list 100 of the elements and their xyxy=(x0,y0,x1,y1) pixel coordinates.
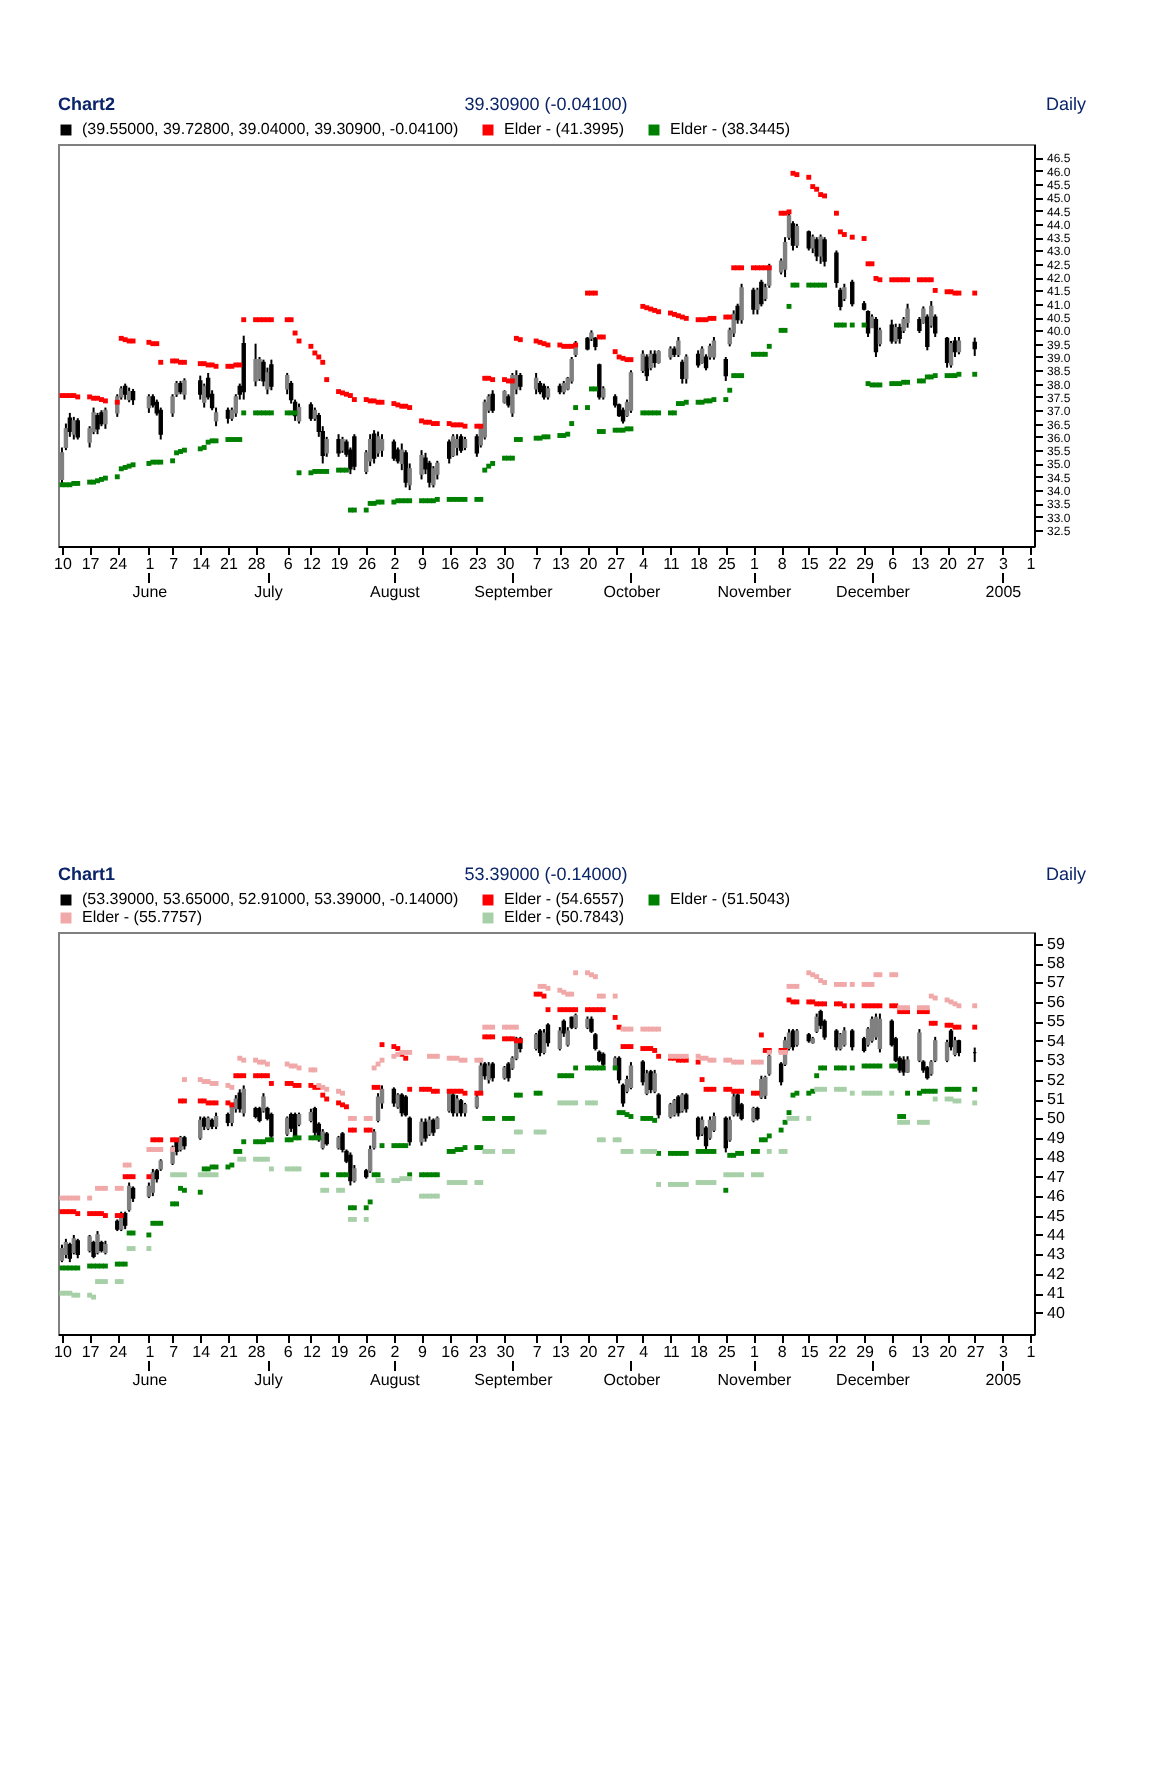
y-tick-label: 50 xyxy=(1047,1109,1066,1128)
x-tick-label: 15 xyxy=(800,555,820,573)
x-tick-label: 26 xyxy=(358,555,378,573)
x2-tick-label: 2005 xyxy=(985,583,1023,601)
y-tick-label: 58 xyxy=(1047,954,1066,973)
x2-tick-label: December xyxy=(836,1371,911,1389)
candlestick xyxy=(814,236,819,263)
candlestick xyxy=(948,340,954,369)
y-tick-label: 53 xyxy=(1047,1051,1066,1070)
candlestick xyxy=(893,322,898,345)
candlestick xyxy=(628,1061,634,1091)
x2-tick-label: October xyxy=(603,583,662,601)
legend-label: (39.55000, 39.72800, 39.04000, 39.30900, -0.04100) xyxy=(82,120,459,138)
y-tick-label: 54 xyxy=(1047,1031,1066,1050)
x-tick-label: 6 xyxy=(283,1343,294,1361)
candlestick xyxy=(198,374,203,401)
legend-label: Elder - (51.5043) xyxy=(670,890,791,908)
candlestick xyxy=(446,438,452,465)
candlestick xyxy=(403,449,408,489)
y-tick-label: 47 xyxy=(1047,1167,1066,1186)
chart-subtitle: 39.30900 (-0.04100) xyxy=(464,94,628,114)
candlestick xyxy=(759,1074,764,1101)
x-tick-label: 17 xyxy=(81,1343,101,1361)
x-tick-label: 3 xyxy=(998,555,1009,573)
candlestick xyxy=(419,1117,424,1147)
candlestick xyxy=(759,278,764,308)
x-tick-label: 1 xyxy=(1026,555,1037,573)
candlestick xyxy=(241,1084,246,1118)
candlestick xyxy=(656,1092,661,1120)
y-tick-label: 45 xyxy=(1047,1206,1066,1225)
candlestick xyxy=(850,278,855,308)
x-tick-label: 2 xyxy=(390,555,401,573)
candlestick xyxy=(739,282,744,325)
candlestick xyxy=(731,1092,736,1118)
candlestick xyxy=(506,1061,511,1083)
candlestick xyxy=(842,1026,847,1048)
candlestick xyxy=(695,1115,701,1141)
x-tick-label: 20 xyxy=(579,555,599,573)
x-tick-label: 8 xyxy=(777,1343,788,1361)
legend-label: Elder - (50.7843) xyxy=(504,908,625,926)
x-tick-label: 23 xyxy=(468,1343,488,1361)
x-tick-label: 20 xyxy=(939,555,959,573)
candlestick xyxy=(790,220,796,252)
x-tick-label: 20 xyxy=(939,1343,959,1361)
x-tick-label: 9 xyxy=(418,1343,429,1361)
x2-tick-label: July xyxy=(254,1371,283,1389)
candlestick xyxy=(63,1237,69,1260)
candlestick xyxy=(95,411,100,436)
x-tick-label: 1 xyxy=(145,1343,156,1361)
chart-title: Chart1 xyxy=(58,864,116,884)
candlestick xyxy=(751,286,756,316)
x-tick-label: 15 xyxy=(800,1343,820,1361)
x2-tick-label: June xyxy=(132,1371,169,1389)
x-tick-label: 29 xyxy=(856,555,876,573)
candlestick xyxy=(474,433,480,458)
candlestick xyxy=(126,1181,132,1213)
legend-label: Elder - (38.3445) xyxy=(670,120,791,138)
candlestick xyxy=(814,1012,819,1034)
candlestick xyxy=(490,389,495,414)
candlestick xyxy=(284,1115,290,1137)
y-tick-label: 51 xyxy=(1047,1090,1066,1109)
candlestick xyxy=(834,249,839,289)
y-tick-label: 46 xyxy=(1047,1187,1066,1206)
candlestick xyxy=(427,1115,432,1137)
x-tick-label: 12 xyxy=(302,555,322,573)
legend-label: Elder - (54.6557) xyxy=(504,890,625,908)
x-tick-label: 1 xyxy=(1026,1343,1037,1361)
candlestick xyxy=(379,433,385,458)
x-tick-label: 7 xyxy=(532,555,543,573)
candlestick xyxy=(269,358,274,392)
candlestick xyxy=(284,371,290,396)
x-tick-label: 18 xyxy=(690,555,710,573)
candlestick xyxy=(486,1061,491,1085)
x-tick-label: 11 xyxy=(663,555,681,573)
text: Daily xyxy=(1045,864,1087,884)
candlestick xyxy=(391,438,397,462)
x-tick-label: 13 xyxy=(551,1343,571,1361)
x-tick-label: 23 xyxy=(468,555,488,573)
candlestick xyxy=(684,353,689,385)
x-tick-label: 16 xyxy=(441,1343,461,1361)
candlestick xyxy=(873,316,879,358)
candlestick xyxy=(944,336,950,369)
candlestick xyxy=(158,406,163,441)
candlestick xyxy=(972,336,977,357)
candlestick xyxy=(569,355,574,385)
x-tick-label: 16 xyxy=(441,555,461,573)
x-tick-label: 7 xyxy=(169,555,180,573)
candlestick xyxy=(680,358,685,385)
y-tick-label: 55 xyxy=(1047,1012,1066,1031)
candlestick xyxy=(850,1028,855,1052)
candlestick xyxy=(822,236,827,268)
candlestick xyxy=(794,222,800,249)
candlestick xyxy=(490,1061,495,1083)
x-tick-label: 14 xyxy=(192,1343,212,1361)
legend-label: Elder - (41.3995) xyxy=(504,120,625,138)
x-tick-label: 11 xyxy=(663,1343,681,1361)
x-tick-label: 6 xyxy=(888,555,899,573)
candlestick xyxy=(450,433,456,458)
x-tick-label: 20 xyxy=(579,1343,599,1361)
x2-tick-label: June xyxy=(132,583,169,601)
